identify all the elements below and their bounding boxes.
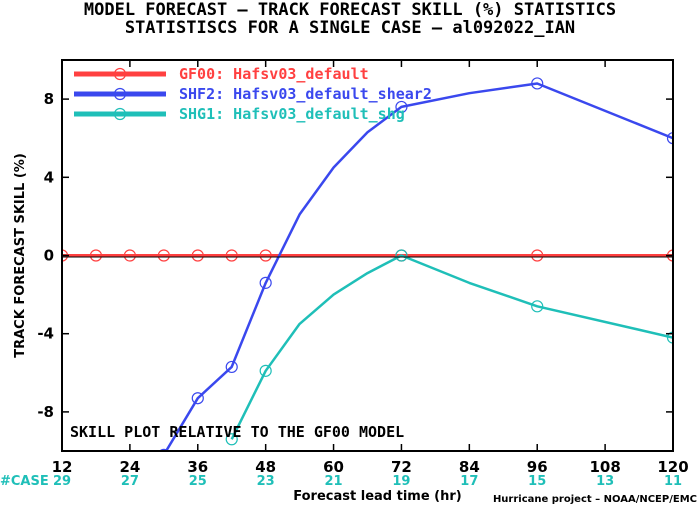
x-tick-label: 60 — [323, 458, 344, 476]
x-tick-label: 48 — [255, 458, 276, 476]
series-marker — [531, 77, 544, 90]
case-count: 11 — [664, 474, 682, 489]
series-marker — [157, 249, 170, 262]
x-tick-label: 36 — [187, 458, 208, 476]
case-count: 17 — [460, 474, 478, 489]
series-marker — [191, 249, 204, 262]
series-marker — [395, 249, 408, 262]
series-marker — [89, 249, 103, 262]
legend-marker — [113, 107, 127, 121]
x-tick-label: 24 — [119, 458, 140, 476]
x-tick-label: 96 — [527, 458, 548, 476]
credit-text: Hurricane project – NOAA/NCEP/EMC — [493, 494, 697, 505]
legend-label: GF00: Hafsv03_default — [179, 65, 369, 83]
skill-plot-note: SKILL PLOT RELATIVE TO THE GF00 MODEL — [70, 423, 404, 441]
series-marker — [225, 433, 238, 446]
series-marker — [259, 364, 272, 377]
case-count: 25 — [189, 474, 207, 489]
series-marker — [531, 249, 544, 262]
y-tick-label: 4 — [44, 168, 54, 186]
x-tick-label: 120 — [657, 458, 688, 476]
series-marker — [225, 360, 238, 374]
legend-marker — [113, 67, 127, 81]
y-tick-label: 0 — [44, 247, 54, 265]
case-count: 27 — [121, 474, 139, 489]
series-marker — [123, 249, 136, 262]
x-tick-label: 12 — [52, 458, 73, 476]
case-count-label: #CASE — [0, 474, 49, 489]
x-axis-title: Forecast lead time (hr) — [293, 489, 461, 504]
series-marker — [666, 132, 673, 145]
series-marker — [191, 392, 204, 405]
legend-label: SHF2: Hafsv03_default_shear2 — [179, 85, 432, 103]
case-count: 19 — [392, 474, 410, 489]
legend-label: SHG1: Hafsv03_default_shg — [179, 105, 405, 123]
legend: GF00: Hafsv03_default SHF2: Hafsv03_defau… — [74, 65, 432, 123]
chart-title-line2: STATISTISCS FOR A SINGLE CASE – al092022… — [124, 18, 576, 38]
series-marker — [395, 100, 408, 114]
case-count: 23 — [257, 474, 275, 489]
series-line — [230, 254, 673, 440]
series-marker — [159, 448, 169, 451]
series-marker — [225, 249, 238, 262]
y-tick-label: 8 — [44, 90, 54, 108]
legend-marker — [113, 87, 127, 101]
x-tick-label: 72 — [391, 458, 412, 476]
case-count: 15 — [528, 474, 546, 489]
case-count: 29 — [53, 474, 71, 489]
y-axis-title: TRACK FORECAST SKILL (%) — [13, 153, 28, 358]
chart-title-line1: MODEL FORECAST – TRACK FORECAST SKILL (%… — [83, 0, 617, 20]
series-marker — [259, 276, 272, 289]
x-tick-label: 84 — [459, 458, 480, 476]
series-group — [62, 77, 673, 451]
series-marker — [666, 331, 673, 344]
x-tick-label: 108 — [589, 458, 620, 476]
series-marker — [259, 249, 272, 262]
y-tick-label: -4 — [37, 325, 54, 343]
series-line — [164, 82, 673, 451]
case-count: 21 — [325, 474, 343, 489]
case-counts: 29 27 25 23 21 19 17 15 13 11 — [53, 474, 682, 489]
y-tick-label: -8 — [37, 403, 54, 421]
case-count: 13 — [596, 474, 614, 489]
series-marker — [531, 300, 544, 313]
